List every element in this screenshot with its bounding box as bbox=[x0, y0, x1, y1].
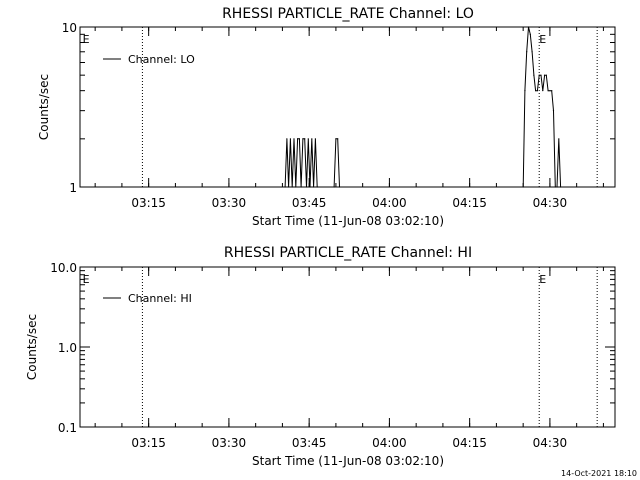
series-line-segment bbox=[522, 26, 562, 188]
x-axis-label-hi: Start Time (11-Jun-08 03:02:10) bbox=[252, 454, 444, 468]
data-point bbox=[547, 90, 549, 92]
y-axis-label-hi: Counts/sec bbox=[25, 314, 39, 380]
data-point bbox=[289, 138, 292, 140]
y-tick-label: 10 bbox=[62, 21, 77, 35]
data-point bbox=[536, 90, 539, 92]
data-point bbox=[338, 186, 341, 188]
data-point bbox=[533, 74, 535, 76]
data-point bbox=[302, 138, 304, 140]
data-point bbox=[526, 51, 528, 53]
data-point bbox=[314, 138, 316, 140]
date-stamp: 14-Oct-2021 18:10 bbox=[561, 469, 637, 478]
legend-hi: Channel: HI bbox=[103, 292, 192, 305]
x-tick-label: 04:30 bbox=[533, 436, 568, 450]
data-point bbox=[286, 138, 288, 140]
axis-ticks-lo: 03:15 03:30 03:45 04:00 04:15 04:30 1 10 bbox=[62, 21, 615, 210]
x-tick-label: 03:45 bbox=[292, 196, 327, 210]
panel-lo: RHESSI PARTICLE_RATE Channel: LO Counts/… bbox=[37, 6, 616, 228]
data-point bbox=[538, 74, 540, 76]
data-point bbox=[335, 138, 337, 140]
data-point bbox=[551, 90, 553, 92]
chart-title-hi: RHESSI PARTICLE_RATE Channel: HI bbox=[224, 245, 472, 261]
y-tick-label: 1 bbox=[69, 181, 77, 195]
data-point bbox=[560, 186, 562, 188]
x-tick-label: 03:30 bbox=[212, 436, 247, 450]
event-marker-label: E bbox=[83, 273, 90, 286]
plot-frame-lo bbox=[79, 26, 616, 188]
y-tick-label: 1.0 bbox=[58, 341, 77, 355]
data-point bbox=[288, 186, 290, 188]
data-point bbox=[558, 138, 560, 140]
legend-lo: Channel: LO bbox=[103, 53, 195, 66]
y-axis-label-lo: Counts/sec bbox=[37, 74, 51, 140]
plot-frame-hi bbox=[79, 266, 616, 428]
x-tick-label: 04:15 bbox=[452, 196, 487, 210]
data-point bbox=[284, 186, 286, 188]
data-point bbox=[298, 138, 300, 140]
x-axis-label-lo: Start Time (11-Jun-08 03:02:10) bbox=[252, 214, 444, 228]
x-tick-label: 04:15 bbox=[452, 436, 487, 450]
data-point bbox=[531, 51, 533, 53]
data-point bbox=[535, 90, 537, 92]
data-point bbox=[293, 138, 295, 140]
event-marker-label: E bbox=[539, 33, 546, 46]
data-point bbox=[522, 186, 524, 188]
data-point bbox=[333, 186, 335, 188]
event-marker-label: E bbox=[83, 33, 90, 46]
y-tick-label: 10.0 bbox=[50, 261, 77, 275]
axis-ticks-hi: 03:15 03:30 03:45 04:00 04:15 04:30 0.1 1.0 10.0 bbox=[50, 261, 615, 450]
data-point bbox=[313, 186, 315, 188]
data-point bbox=[552, 110, 555, 112]
data-point bbox=[524, 90, 526, 92]
data-point bbox=[337, 138, 339, 140]
x-tick-label: 03:45 bbox=[292, 436, 327, 450]
x-tick-label: 03:30 bbox=[212, 196, 247, 210]
data-point bbox=[305, 186, 308, 188]
data-point bbox=[295, 186, 297, 188]
x-tick-label: 03:15 bbox=[131, 436, 166, 450]
data-point bbox=[316, 186, 318, 188]
x-tick-label: 03:15 bbox=[131, 196, 166, 210]
series-line-segment bbox=[284, 138, 318, 188]
legend-label-hi: Channel: HI bbox=[128, 292, 192, 305]
data-point bbox=[543, 74, 546, 76]
data-point bbox=[296, 138, 299, 140]
data-point bbox=[300, 186, 302, 188]
legend-label-lo: Channel: LO bbox=[128, 53, 195, 66]
data-point bbox=[549, 90, 551, 92]
data-point bbox=[545, 74, 547, 76]
data-point bbox=[556, 186, 558, 188]
series-line-segment bbox=[333, 138, 340, 188]
panel-hi: RHESSI PARTICLE_RATE Channel: HI Counts/… bbox=[25, 245, 616, 468]
chart-title-lo: RHESSI PARTICLE_RATE Channel: LO bbox=[222, 6, 474, 22]
data-point bbox=[304, 138, 306, 140]
data-point bbox=[554, 186, 556, 188]
event-marker-label: E bbox=[539, 273, 546, 286]
data-point bbox=[542, 90, 544, 92]
data-point bbox=[540, 74, 542, 76]
data-point bbox=[527, 26, 530, 28]
data-point bbox=[291, 186, 293, 188]
x-tick-label: 04:00 bbox=[372, 436, 407, 450]
x-tick-label: 04:00 bbox=[372, 196, 407, 210]
y-tick-label: 0.1 bbox=[58, 421, 77, 435]
data-point bbox=[307, 138, 309, 140]
series-lo bbox=[284, 26, 562, 188]
x-tick-label: 04:30 bbox=[533, 196, 568, 210]
data-point bbox=[311, 138, 313, 140]
data-point bbox=[529, 33, 531, 35]
data-point bbox=[309, 186, 311, 188]
